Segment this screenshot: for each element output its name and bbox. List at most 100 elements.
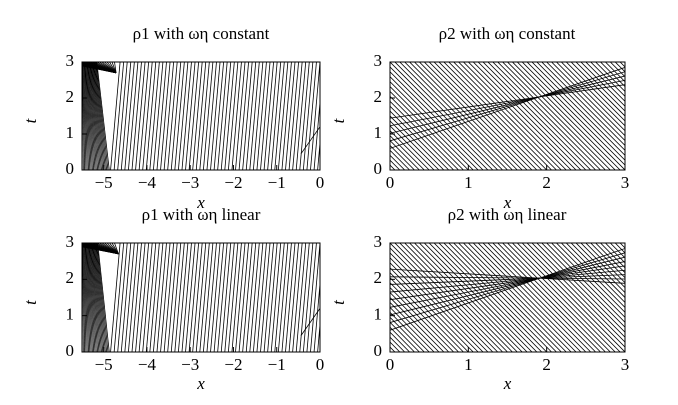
characteristic-line xyxy=(390,248,625,330)
characteristic-line xyxy=(520,221,649,352)
y-tick-label: 0 xyxy=(66,341,75,360)
characteristics xyxy=(62,241,331,352)
characteristic-line xyxy=(422,40,551,170)
characteristic-line xyxy=(530,40,659,170)
characteristic-line xyxy=(217,40,346,170)
characteristic-line xyxy=(305,40,434,170)
characteristic-line xyxy=(378,40,507,170)
characteristic-line xyxy=(525,40,654,170)
chart-title: ρ2 with ωη constant xyxy=(439,24,576,43)
characteristic-line xyxy=(535,40,664,170)
chart-title: ρ1 with ωη linear xyxy=(142,205,261,224)
characteristic-line xyxy=(349,40,478,170)
characteristic-line xyxy=(437,40,566,170)
x-tick-label: 2 xyxy=(542,173,551,192)
characteristic-line xyxy=(383,40,512,170)
characteristic-line xyxy=(321,62,331,170)
characteristic-line xyxy=(378,221,507,352)
characteristic-line xyxy=(525,221,654,352)
characteristic-line xyxy=(481,40,610,170)
characteristic-line xyxy=(403,221,532,352)
characteristic-line xyxy=(535,221,664,352)
y-tick-label: 3 xyxy=(374,51,383,70)
x-tick-label: 1 xyxy=(464,173,473,192)
characteristic-line xyxy=(579,221,678,352)
characteristics xyxy=(163,40,678,170)
y-tick-label: 2 xyxy=(66,268,75,287)
x-tick-label: 0 xyxy=(386,355,395,374)
characteristic-line xyxy=(390,67,625,148)
y-tick-label: 1 xyxy=(66,305,75,324)
characteristic-line xyxy=(413,40,542,170)
x-tick-label: 2 xyxy=(542,355,551,374)
x-tick-label: −2 xyxy=(224,173,242,192)
y-tick-label: 3 xyxy=(66,51,75,70)
characteristic-line xyxy=(305,221,434,352)
characteristic-line xyxy=(471,40,600,170)
characteristic-line xyxy=(545,40,674,170)
characteristic-line xyxy=(555,40,678,170)
chart-title: ρ2 with ωη linear xyxy=(448,205,567,224)
characteristic-line xyxy=(364,221,493,352)
characteristic-line xyxy=(589,40,678,170)
characteristic-line xyxy=(594,221,678,352)
x-tick-label: 0 xyxy=(386,173,395,192)
x-tick-label: 0 xyxy=(316,355,325,374)
characteristic-line xyxy=(545,221,674,352)
characteristic-line xyxy=(324,40,453,170)
characteristic-line xyxy=(501,40,630,170)
characteristic-line xyxy=(579,40,678,170)
x-tick-label: −1 xyxy=(268,173,286,192)
characteristic-line xyxy=(344,40,473,170)
characteristic-line xyxy=(457,221,586,352)
characteristic-line xyxy=(471,221,600,352)
characteristic-line xyxy=(398,221,527,352)
characteristics xyxy=(163,221,678,352)
characteristic-line xyxy=(393,221,522,352)
x-tick-label: −5 xyxy=(95,173,113,192)
characteristic-line xyxy=(324,221,453,352)
characteristic-line xyxy=(457,40,586,170)
characteristic-line xyxy=(398,40,527,170)
x-tick-label: −4 xyxy=(138,173,157,192)
y-tick-label: 2 xyxy=(374,87,383,106)
x-tick-label: −2 xyxy=(224,355,242,374)
y-axis-label: t xyxy=(329,299,348,305)
characteristic-line xyxy=(466,40,595,170)
characteristic-line xyxy=(344,221,473,352)
characteristic-line xyxy=(290,40,419,170)
characteristic-line xyxy=(589,221,678,352)
characteristic-line xyxy=(339,40,468,170)
x-tick-label: −3 xyxy=(181,173,199,192)
characteristic-line xyxy=(364,40,493,170)
x-tick-label: 3 xyxy=(621,355,630,374)
characteristics xyxy=(62,60,331,170)
x-axis-label: x xyxy=(196,374,205,393)
characteristic-line xyxy=(408,40,537,170)
characteristic-line xyxy=(510,40,639,170)
characteristic-line xyxy=(408,221,537,352)
characteristic-line xyxy=(427,40,556,170)
characteristic-line xyxy=(334,40,463,170)
characteristic-line xyxy=(321,243,331,352)
characteristic-line xyxy=(540,40,669,170)
y-tick-label: 1 xyxy=(66,123,75,142)
y-tick-label: 0 xyxy=(66,159,75,178)
characteristic-line xyxy=(550,40,678,170)
characteristic-line xyxy=(334,221,463,352)
characteristic-line xyxy=(584,40,678,170)
characteristic-line xyxy=(506,40,635,170)
y-tick-label: 3 xyxy=(374,232,383,251)
characteristic-line xyxy=(295,40,424,170)
characteristic-line xyxy=(501,221,630,352)
characteristic-line xyxy=(584,221,678,352)
y-tick-label: 0 xyxy=(374,341,383,360)
y-tick-label: 1 xyxy=(374,123,383,142)
characteristic-line xyxy=(437,221,566,352)
y-axis-label: t xyxy=(21,299,40,305)
characteristic-line xyxy=(540,221,669,352)
x-tick-label: −3 xyxy=(181,355,199,374)
x-axis-label: x xyxy=(503,374,512,393)
characteristic-line xyxy=(83,241,84,352)
